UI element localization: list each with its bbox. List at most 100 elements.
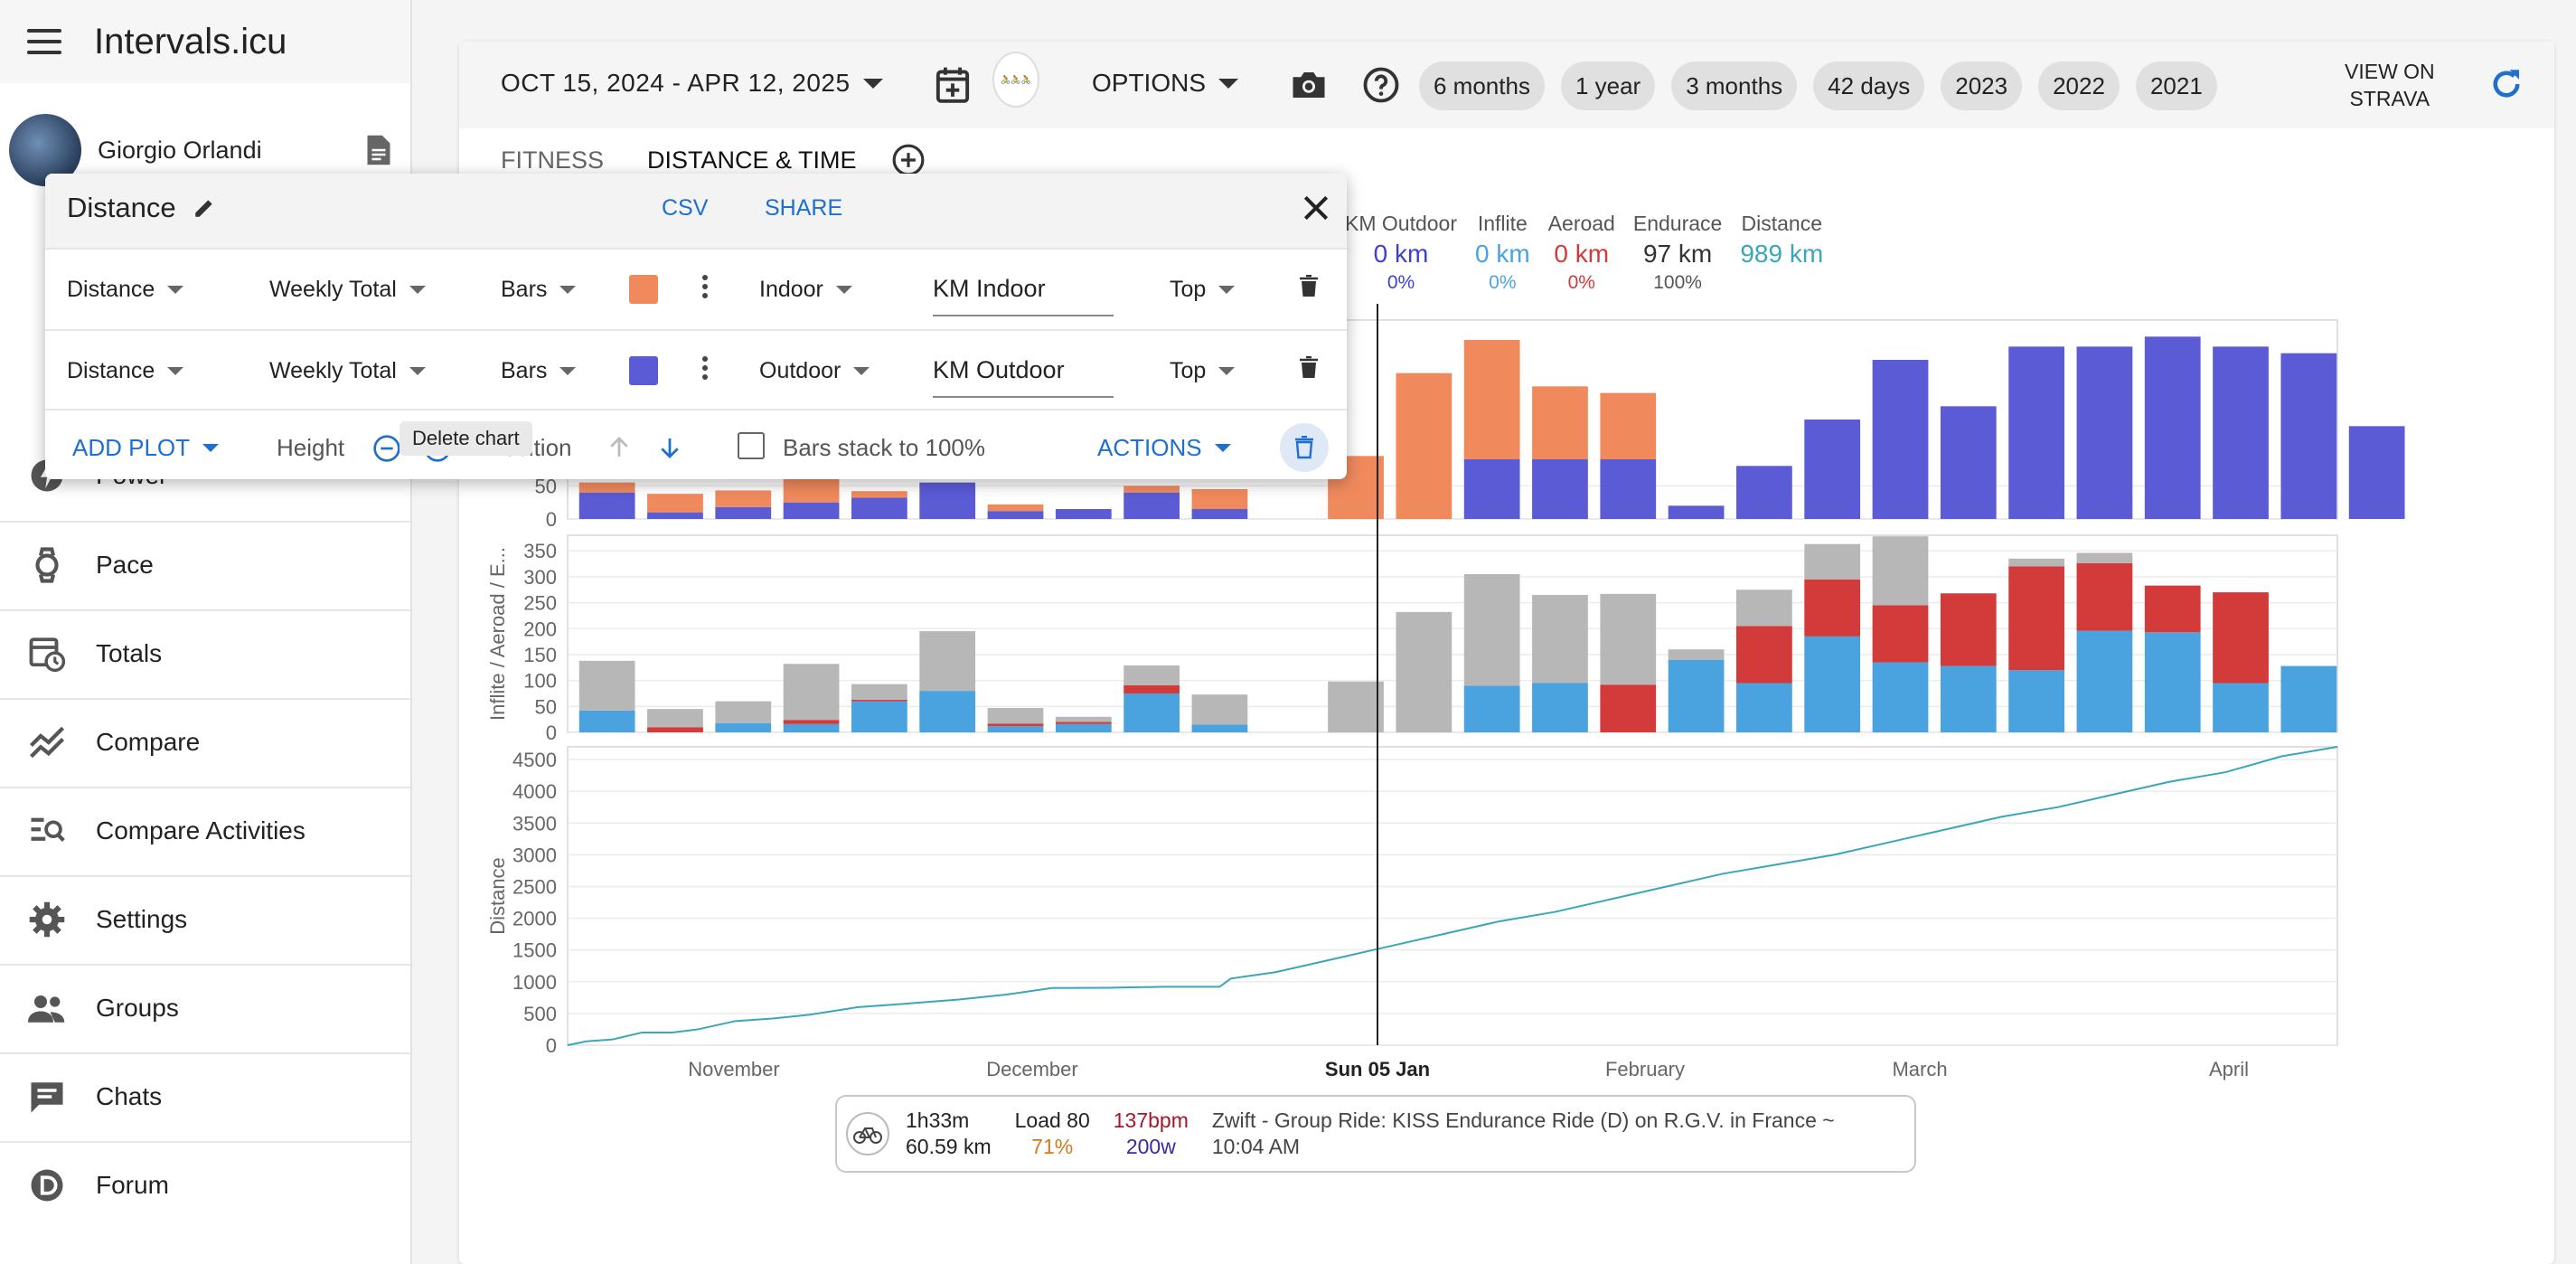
filter-value: Indoor xyxy=(759,277,823,302)
bar-km-outdoor xyxy=(2076,346,2133,519)
plot-label-input[interactable]: KM Indoor xyxy=(933,264,1114,316)
bar-endurace xyxy=(783,664,840,721)
date-range-selector[interactable]: OCT 15, 2024 - APR 12, 2025 xyxy=(501,69,883,98)
stack-checkbox[interactable] xyxy=(738,432,765,459)
trash-icon xyxy=(1295,436,1313,459)
aggregation-select[interactable]: Weekly Total xyxy=(269,358,426,384)
delete-chart-button[interactable] xyxy=(1280,423,1329,472)
more-vert-icon[interactable] xyxy=(699,353,711,389)
tab-fitness[interactable]: FITNESS xyxy=(501,146,605,174)
team-logo[interactable]: 🚴🚴🚴 xyxy=(992,52,1039,108)
period-chip[interactable]: 6 months xyxy=(1419,61,1545,110)
bar-km-outdoor xyxy=(2144,336,2201,519)
arrow-up-icon[interactable] xyxy=(606,434,633,461)
bar-aeroad xyxy=(2213,592,2269,684)
aggregation-select[interactable]: Weekly Total xyxy=(269,277,426,303)
period-chip[interactable]: 2022 xyxy=(2038,61,2120,110)
bar-km-outdoor xyxy=(1940,406,1997,519)
plot-type-select[interactable]: Bars xyxy=(501,358,577,384)
period-chip[interactable]: 2023 xyxy=(1941,61,2023,110)
metric-value: Distance xyxy=(67,358,155,383)
close-icon[interactable] xyxy=(1298,190,1334,231)
filter-value: Outdoor xyxy=(759,358,841,383)
bar-endurace xyxy=(987,708,1044,724)
bar-inflite xyxy=(987,726,1044,732)
sidebar-item-groups[interactable]: Groups xyxy=(0,964,410,1051)
watch-icon xyxy=(27,545,67,585)
bar-inflite xyxy=(783,723,840,732)
bar-endurace xyxy=(1123,665,1180,685)
stat-heading: Distance xyxy=(1741,212,1822,235)
sidebar-item-label: Pace xyxy=(96,551,154,579)
actions-button[interactable]: ACTIONS xyxy=(1097,434,1231,462)
calendar-add-icon[interactable] xyxy=(929,61,976,108)
decrease-height-icon[interactable] xyxy=(372,434,401,463)
stat-heading: KM Outdoor xyxy=(1345,212,1457,235)
trash-icon[interactable] xyxy=(1298,356,1320,380)
y-tick-label: 300 xyxy=(523,566,557,589)
color-swatch[interactable] xyxy=(629,275,658,304)
plot-panel-frame xyxy=(567,746,2338,1046)
bar-endurace xyxy=(1191,694,1248,725)
period-chip[interactable]: 1 year xyxy=(1560,61,1656,110)
y-tick-label: 3000 xyxy=(512,844,557,866)
sidebar-item-totals[interactable]: Totals xyxy=(0,609,410,696)
share-button[interactable]: SHARE xyxy=(765,195,843,221)
sidebar-item-pace[interactable]: Pace xyxy=(0,521,410,608)
period-chip[interactable]: 2021 xyxy=(2135,61,2217,110)
activity-distance: 60.59 km xyxy=(906,1135,992,1158)
sidebar-item-label: Compare Activities xyxy=(96,816,306,844)
sidebar-item-compare[interactable]: Compare xyxy=(0,698,410,785)
bar-inflite xyxy=(1055,723,1112,732)
gear-icon xyxy=(27,900,67,939)
activity-summary[interactable]: 1h33m 60.59 km Load 80 71% 137bpm 200w Z… xyxy=(835,1095,1916,1173)
period-chip[interactable]: 3 months xyxy=(1671,61,1798,110)
arrow-down-icon[interactable] xyxy=(656,434,683,461)
view-on-strava-link[interactable]: VIEW ON STRAVA xyxy=(2345,58,2435,112)
csv-button[interactable]: CSV xyxy=(662,195,709,221)
x-axis-label: March xyxy=(1892,1058,1947,1080)
bar-km-outdoor xyxy=(1532,459,1588,519)
menu-icon[interactable] xyxy=(27,29,61,54)
y-tick-label: 150 xyxy=(523,644,557,666)
activity-load-label: Load xyxy=(1014,1108,1061,1132)
bar-km-indoor xyxy=(987,504,1044,512)
position-select[interactable]: Top xyxy=(1170,277,1236,303)
position-select[interactable]: Top xyxy=(1170,358,1236,384)
bar-endurace xyxy=(578,660,635,711)
tab-distance-time[interactable]: DISTANCE & TIME xyxy=(647,146,857,174)
more-vert-icon[interactable] xyxy=(699,271,711,307)
help-icon[interactable] xyxy=(1358,61,1405,108)
document-icon[interactable] xyxy=(365,133,392,167)
plot-type-select[interactable]: Bars xyxy=(501,277,577,303)
sidebar-item-settings[interactable]: Settings xyxy=(0,875,410,962)
sidebar-item-label: Groups xyxy=(96,994,179,1022)
chevron-down-icon xyxy=(835,286,852,294)
stat-percent: 100% xyxy=(1653,272,1702,293)
stat-heading: Endurace xyxy=(1632,212,1723,235)
bar-km-outdoor xyxy=(715,506,772,519)
pencil-icon[interactable] xyxy=(193,196,216,220)
actions-label: ACTIONS xyxy=(1097,434,1202,461)
metric-select[interactable]: Distance xyxy=(67,358,184,384)
add-plot-button[interactable]: ADD PLOT xyxy=(72,434,220,462)
filter-select[interactable]: Outdoor xyxy=(759,358,870,384)
metric-select[interactable]: Distance xyxy=(67,277,184,303)
bar-aeroad xyxy=(2144,585,2201,633)
color-swatch[interactable] xyxy=(629,356,658,385)
sidebar-item-compare-activities[interactable]: Compare Activities xyxy=(0,787,410,873)
chevron-down-icon xyxy=(1218,286,1236,294)
refresh-icon[interactable] xyxy=(2487,65,2525,108)
bar-km-outdoor xyxy=(1804,420,1861,519)
sidebar-item-forum[interactable]: Forum xyxy=(0,1141,410,1228)
trash-icon[interactable] xyxy=(1298,275,1320,298)
options-button[interactable]: OPTIONS xyxy=(1092,69,1239,98)
period-chip[interactable]: 42 days xyxy=(1813,61,1925,110)
camera-icon[interactable] xyxy=(1285,61,1332,108)
filter-select[interactable]: Indoor xyxy=(759,277,852,303)
plot-label-input[interactable]: KM Outdoor xyxy=(933,345,1114,398)
user-name: Giorgio Orlandi xyxy=(98,136,262,164)
bar-endurace xyxy=(715,701,772,723)
bar-inflite xyxy=(1940,665,1997,732)
sidebar-item-chats[interactable]: Chats xyxy=(0,1052,410,1139)
